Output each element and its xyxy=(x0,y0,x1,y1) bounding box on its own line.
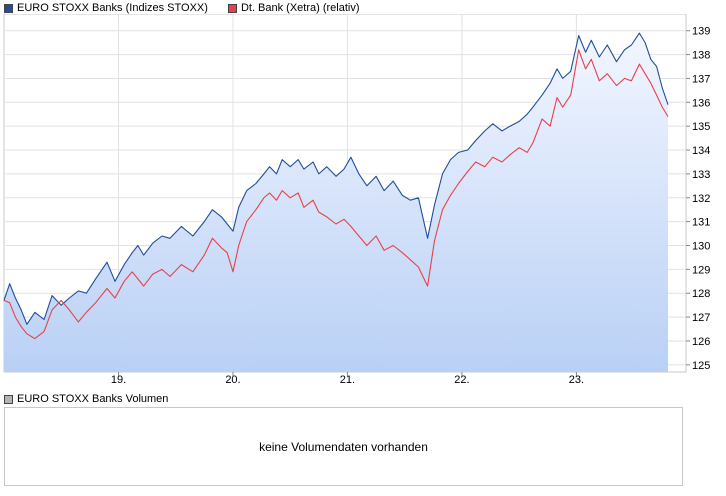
series-line-0 xyxy=(3,32,669,325)
y-tick-label: 131 xyxy=(692,217,710,229)
y-tick-label: 129 xyxy=(692,264,710,276)
legend-item-dt-bank[interactable]: Dt. Bank (Xetra) (relativ) xyxy=(227,2,360,14)
x-tick-label: 19. xyxy=(111,374,126,386)
volume-legend: EURO STOXX Banks Volumen xyxy=(4,393,168,405)
y-tick-label: 139 xyxy=(692,26,710,38)
y-tick-label: 126 xyxy=(692,336,710,348)
y-tick-label: 133 xyxy=(692,169,710,181)
y-tick-label: 134 xyxy=(692,145,710,157)
no-volume-message: keine Volumendaten vorhanden xyxy=(259,440,428,454)
area-fill xyxy=(4,33,668,372)
y-tick-label: 128 xyxy=(692,288,710,300)
y-axis-ticks: 125 126 127 128 129 130 131 132 133 134 135 136 137 1… xyxy=(686,26,710,372)
y-tick-label: 135 xyxy=(692,121,710,133)
x-tick-label: 20. xyxy=(225,374,240,386)
legend-label-dt-bank: Dt. Bank (Xetra) (relativ) xyxy=(240,2,360,14)
legend-label-euro-stoxx-banks: EURO STOXX Banks (Indizes STOXX) xyxy=(17,2,208,14)
x-tick-label: 22. xyxy=(454,374,469,386)
y-tick-label: 136 xyxy=(692,97,710,109)
series-area-0 xyxy=(4,33,668,372)
y-tick-label: 127 xyxy=(692,312,710,324)
chart-legend: EURO STOXX Banks (Indizes STOXX) Dt. Ban… xyxy=(4,2,380,14)
legend-swatch-euro-stoxx-banks xyxy=(4,3,13,13)
volume-panel: keine Volumendaten vorhanden xyxy=(4,407,683,486)
price-chart: 125 126 127 128 129 130 131 132 133 134 135 136 137 1… xyxy=(3,14,710,386)
y-tick-label: 130 xyxy=(692,241,710,253)
legend-item-euro-stoxx-banks[interactable]: EURO STOXX Banks (Indizes STOXX) xyxy=(4,2,208,14)
series-line-1 xyxy=(3,49,669,340)
volume-legend-label: EURO STOXX Banks Volumen xyxy=(17,393,169,405)
y-tick-label: 138 xyxy=(692,50,710,62)
x-axis-ticks: 19. 20. 21. 22. 23. xyxy=(111,372,584,386)
y-tick-label: 137 xyxy=(692,73,710,85)
x-tick-label: 23. xyxy=(569,374,584,386)
legend-swatch-dt-bank xyxy=(227,3,237,13)
y-tick-label: 125 xyxy=(692,360,710,372)
y-tick-label: 132 xyxy=(692,193,710,205)
legend-swatch-volume xyxy=(4,394,13,404)
x-tick-label: 21. xyxy=(340,374,355,386)
series-lines xyxy=(3,32,669,340)
